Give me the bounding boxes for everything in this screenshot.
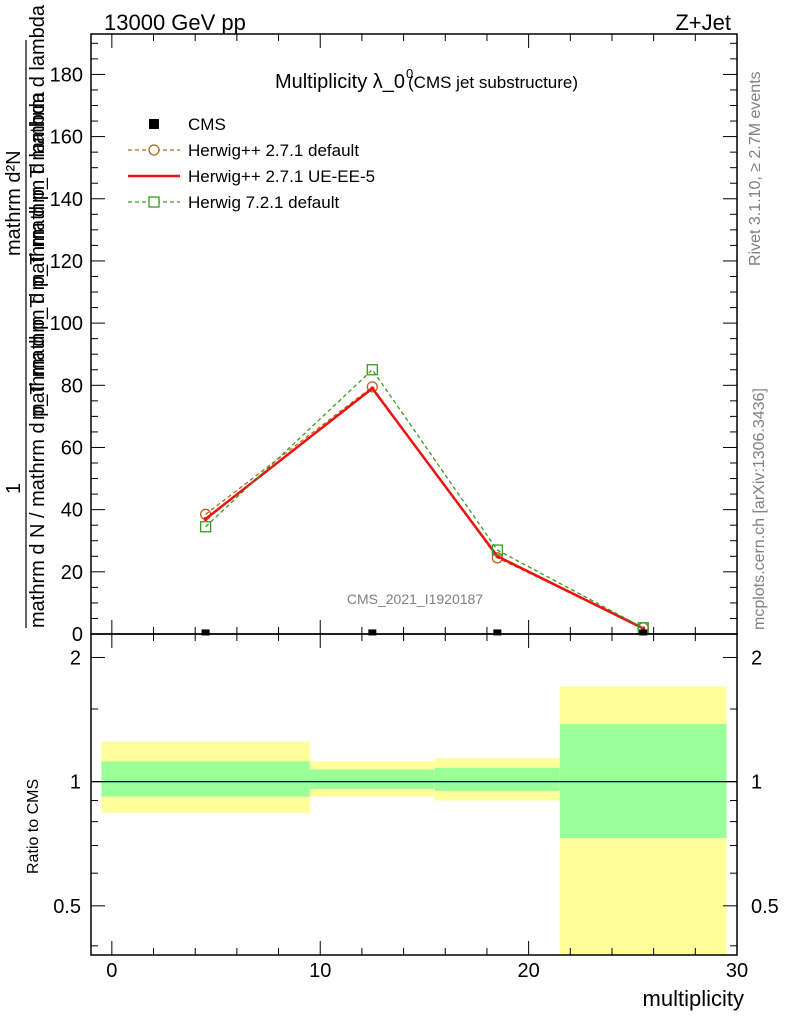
- ratio-ylabel: Ratio to CMS: [25, 779, 42, 874]
- main-ytick-label-zero: 0: [72, 624, 83, 646]
- title-subtitle: (CMS jet substructure): [408, 73, 578, 92]
- series-marker-dot: [203, 516, 208, 521]
- cms-data-point: [368, 629, 377, 636]
- legend: CMS Herwig++ 2.7.1 default Herwig++ 2.7.1 …: [128, 115, 375, 212]
- ratio-ytick-label-right: 2: [751, 647, 762, 669]
- header-process: Z+Jet: [675, 10, 731, 35]
- main-ytick-label: 160: [50, 127, 83, 149]
- series-line-1: [204, 386, 644, 630]
- header-energy: 13000 GeV pp: [104, 10, 246, 35]
- ratio-ytick-label: 0.5: [53, 896, 81, 918]
- cms-data-point: [493, 629, 502, 636]
- ratio-band-green-3: [559, 723, 727, 839]
- ratio-ytick-label: 2: [70, 647, 81, 669]
- legend-marker-square: [148, 196, 160, 208]
- ylabel-numerator-line2: mathrm d p_T mathrm d p_T mathrm d lambd…: [27, 4, 49, 420]
- legend-label: Herwig++ 2.7.1 default: [188, 141, 359, 160]
- legend-label: Herwig 7.2.1 default: [188, 193, 339, 212]
- main-ytick-label: 120: [50, 251, 83, 273]
- main-series-layer: [199, 364, 649, 636]
- series-line-2: [205, 368, 644, 629]
- main-ytick-label: 80: [61, 375, 83, 397]
- rivet-label: Rivet 3.1.10, ≥ 2.7M events: [747, 71, 764, 266]
- main-ylabel: mathrm d²N mathrm d p_T mathrm d p_T mat…: [3, 4, 49, 628]
- legend-label: Herwig++ 2.7.1 UE-EE-5: [188, 167, 375, 186]
- main-ytick-label: 100: [50, 313, 83, 335]
- cms-data-point: [639, 629, 648, 636]
- ratio-bands-layer: [91, 686, 737, 955]
- title-superscript: 0: [406, 66, 413, 81]
- legend-item-0: CMS: [149, 115, 226, 134]
- main-ytick-label: 60: [61, 437, 83, 459]
- legend-marker-circle: [148, 144, 160, 156]
- ratio-band-green-0: [101, 761, 310, 797]
- x-tick-label: 0: [106, 960, 117, 982]
- main-ytick-label: 140: [50, 189, 83, 211]
- main-ytick-label: 180: [50, 64, 83, 86]
- series-marker-square: [366, 364, 378, 376]
- ratio-ytick-label: 1: [70, 772, 81, 794]
- title-main: Multiplicity λ_0: [275, 71, 405, 93]
- series-marker-square: [199, 521, 212, 533]
- legend-marker-cms: [149, 119, 159, 129]
- ratio-axes: 0.5 0.51 12 20 10 20 30: [53, 633, 779, 982]
- ylabel-numerator: mathrm d²N: [3, 150, 25, 256]
- legend-item-3: Herwig 7.2.1 default: [128, 193, 339, 212]
- main-ytick-label: 20: [61, 562, 83, 584]
- series-marker-circle: [366, 381, 378, 393]
- series-marker-square: [491, 544, 504, 556]
- plot-title: Multiplicity λ_0 0 (CMS jet substructure…: [275, 66, 578, 93]
- legend-item-1: Herwig++ 2.7.1 default: [128, 141, 359, 160]
- ratio-frame: [90, 633, 738, 956]
- series-marker-dot: [370, 386, 375, 391]
- ratio-ytick-label-right: 1: [751, 772, 762, 794]
- x-tick-label: 10: [309, 960, 331, 982]
- analysis-watermark: CMS_2021_I1920187: [347, 591, 483, 607]
- ratio-ytick-label-right: 0.5: [751, 896, 779, 918]
- x-axis-label: multiplicity: [643, 986, 744, 1011]
- ratio-band-green-1: [309, 769, 435, 789]
- main-ytick-label: 40: [61, 500, 83, 522]
- ylabel-denominator: mathrm d N / mathrm d p_T mathrm d p_T m…: [27, 91, 49, 628]
- mcplots-label: mcplots.cern.ch [arXiv:1306.3436]: [751, 388, 768, 630]
- ylabel-one: 1: [3, 483, 25, 494]
- ratio-band-green-2: [434, 767, 560, 791]
- main-axes: 20 40 60 80 100 120 140 160 180 0: [50, 33, 738, 646]
- legend-item-2: Herwig++ 2.7.1 UE-EE-5: [128, 167, 375, 186]
- svg-text:Multiplicity λ_0: Multiplicity λ_0: [275, 71, 405, 93]
- x-tick-label: 20: [517, 960, 539, 982]
- legend-label: CMS: [188, 115, 226, 134]
- cms-data-point: [201, 629, 210, 636]
- x-tick-label: 30: [726, 960, 748, 982]
